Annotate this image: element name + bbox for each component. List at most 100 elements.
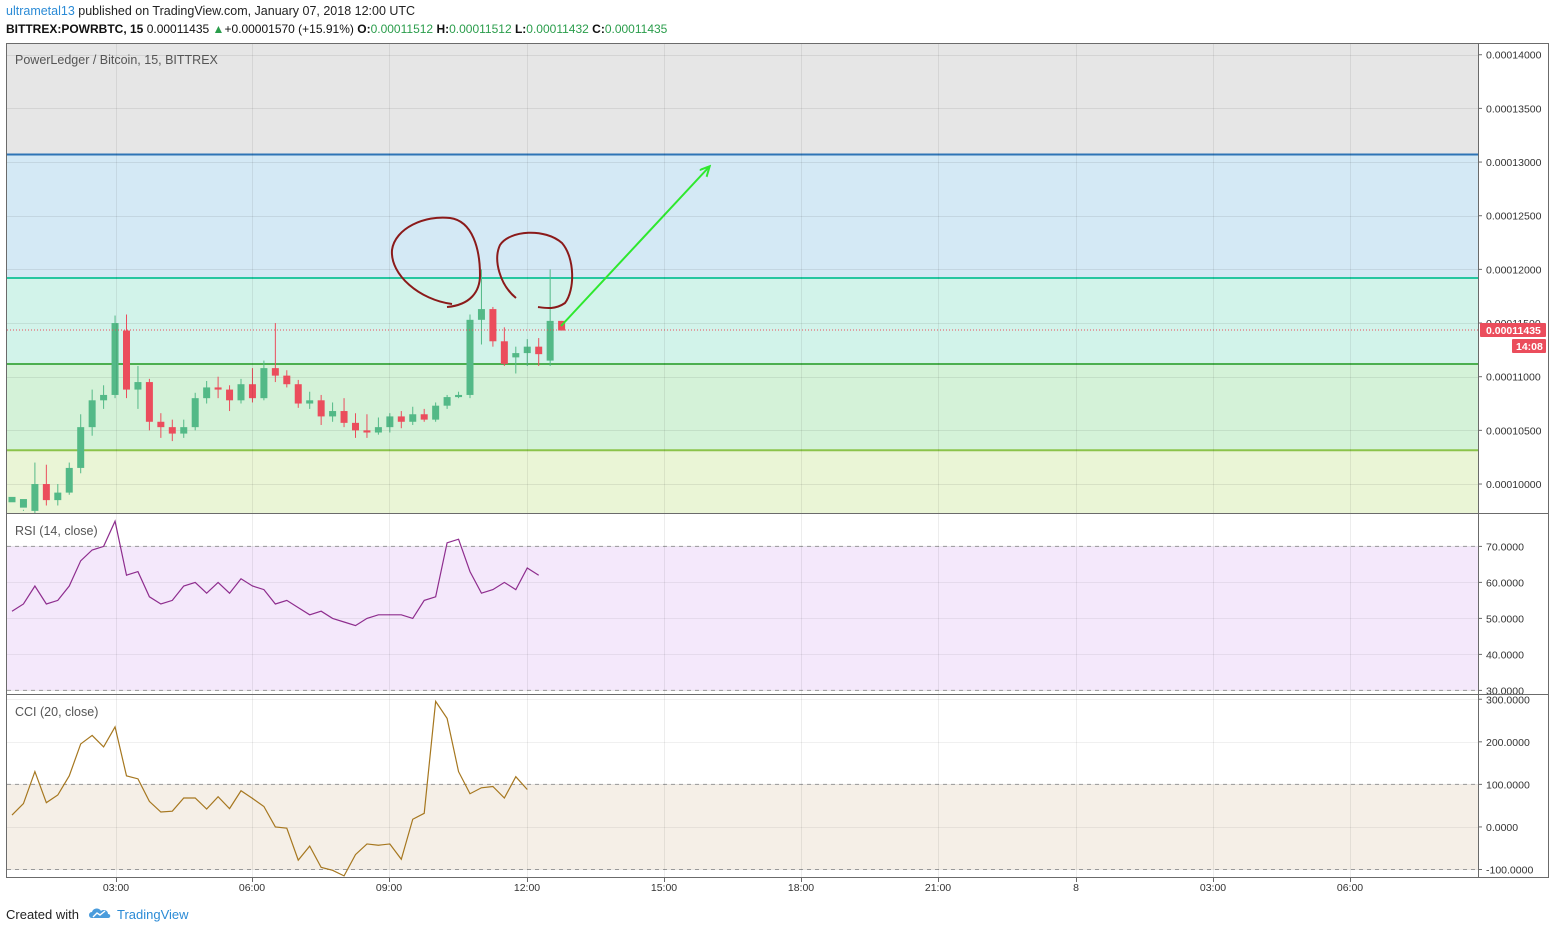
candle-body	[329, 411, 337, 417]
candle-body	[180, 427, 188, 434]
low-label: L:	[514, 22, 527, 36]
candle-body	[157, 421, 165, 428]
drawings[interactable]	[390, 167, 709, 327]
rsi-tick-label: 50.0000	[1486, 613, 1524, 625]
change-value: +0.00001570 (+15.91%)	[224, 22, 354, 36]
candle-body	[111, 323, 119, 395]
time-tick-label: 21:00	[925, 882, 951, 894]
price-tick-label: 0.00011000	[1486, 372, 1541, 384]
candle-body	[500, 341, 508, 364]
candle-body	[145, 382, 153, 422]
candle-body	[123, 330, 130, 390]
created-with-label: Created with	[6, 907, 79, 922]
candle-body	[31, 484, 39, 511]
candle-body	[546, 320, 554, 361]
candle-body	[191, 398, 199, 428]
cci-pane[interactable]: CCI (20, close)	[7, 695, 1478, 878]
candle-body	[237, 384, 245, 401]
rsi-tick-label: 60.0000	[1486, 577, 1524, 589]
price-tick-label: 0.00010000	[1486, 479, 1542, 491]
rsi-tick-label: 70.0000	[1486, 541, 1524, 553]
cci-scale[interactable]: 300.0000 200.0000 100.0000 0.0000 -100.0000	[1478, 694, 1533, 876]
candle-body	[523, 346, 531, 354]
time-tick-label: 06:00	[239, 882, 265, 894]
published-text: published on TradingView.com, January 07…	[78, 4, 416, 18]
candle-body	[317, 400, 325, 417]
cci-tick-label: 0.0000	[1486, 822, 1518, 834]
cci-line	[11, 699, 528, 877]
candle-body	[248, 384, 256, 399]
symbol-label: BITTREX:POWRBTC, 15	[6, 22, 144, 36]
candle-body	[134, 382, 142, 390]
fib-level-lines[interactable]	[7, 153, 1478, 452]
candle-body	[203, 387, 211, 399]
candle-body	[8, 496, 16, 503]
cci-pane-title: CCI (20, close)	[15, 705, 98, 719]
candle-body	[19, 499, 27, 508]
cci-tick-label: 200.0000	[1486, 737, 1530, 749]
time-tick-label: 12:00	[514, 882, 540, 894]
candle-body	[214, 387, 222, 390]
rsi-line	[11, 519, 540, 627]
candle-body	[374, 427, 382, 433]
candle-body	[466, 319, 474, 395]
candle-body	[535, 346, 543, 355]
fib-zones	[7, 44, 1478, 513]
candle-body	[168, 427, 176, 434]
annotation-circle-1[interactable]	[390, 216, 482, 308]
publish-info: ultrametal13 published on TradingView.co…	[6, 4, 415, 18]
annotation-circle-2[interactable]	[496, 231, 574, 310]
candle-body	[397, 416, 405, 422]
main-pane-title: PowerLedger / Bitcoin, 15, BITTREX	[15, 53, 219, 67]
candle-body	[88, 400, 96, 428]
candle-body	[386, 416, 394, 428]
high-value: 0.00011512	[449, 22, 512, 36]
footer: Created with TradingView	[6, 906, 189, 923]
zone-green	[7, 364, 1478, 451]
candle-body	[260, 368, 268, 399]
time-tick-label: 8	[1073, 882, 1079, 894]
time-grid	[116, 44, 1351, 878]
price-pane[interactable]: PowerLedger / Bitcoin, 15, BITTREX	[7, 44, 1478, 516]
candle-body	[409, 414, 417, 422]
rsi-pane[interactable]: RSI (14, close)	[7, 514, 1478, 694]
rsi-dashed-levels	[7, 545, 1478, 691]
candle-body	[271, 368, 279, 376]
time-tick-label: 06:00	[1337, 882, 1363, 894]
tradingview-cloud-icon[interactable]	[87, 906, 111, 923]
candle-body	[54, 492, 62, 501]
annotation-arrow[interactable]	[560, 167, 709, 327]
zone-lime	[7, 450, 1478, 513]
candle-body	[42, 484, 50, 501]
price-tick-label: 0.00012000	[1486, 264, 1542, 276]
candle-body	[363, 430, 371, 433]
zone-blue	[7, 154, 1478, 278]
pane-borders	[6, 43, 1549, 878]
low-value: 0.00011432	[526, 22, 589, 36]
cci-band	[7, 784, 1478, 870]
last-price-value: 0.00011435	[146, 22, 210, 36]
time-tick-label: 18:00	[788, 882, 814, 894]
last-price-tag-label: 0.00011435	[1486, 325, 1541, 337]
price-tick-label: 0.00010500	[1486, 425, 1542, 437]
author-link[interactable]: ultrametal13	[6, 4, 75, 18]
rsi-pane-title: RSI (14, close)	[15, 524, 98, 538]
close-value: 0.00011435	[604, 22, 668, 36]
time-axis[interactable]: 03:00 06:00 09:00 12:00 15:00 18:00 21:00 8 03:0…	[103, 878, 1363, 894]
cci-tick-label: -100.0000	[1486, 864, 1533, 876]
rsi-band	[7, 546, 1478, 691]
tradingview-brand-link[interactable]: TradingView	[116, 907, 189, 922]
up-arrow-icon: ▲	[212, 22, 225, 36]
open-label: O:	[357, 22, 371, 36]
candle-body	[306, 400, 314, 404]
open-value: 0.00011512	[370, 22, 434, 36]
price-tick-label: 0.00013000	[1486, 157, 1542, 169]
price-scale[interactable]: 0.00014000 0.00013500 0.00013000 0.00012500…	[1478, 50, 1542, 491]
candle-body	[432, 405, 440, 420]
candle-body	[443, 397, 451, 406]
time-tick-label: 15:00	[651, 882, 677, 894]
candle-body	[65, 467, 73, 493]
cci-tick-label: 100.0000	[1486, 779, 1530, 791]
